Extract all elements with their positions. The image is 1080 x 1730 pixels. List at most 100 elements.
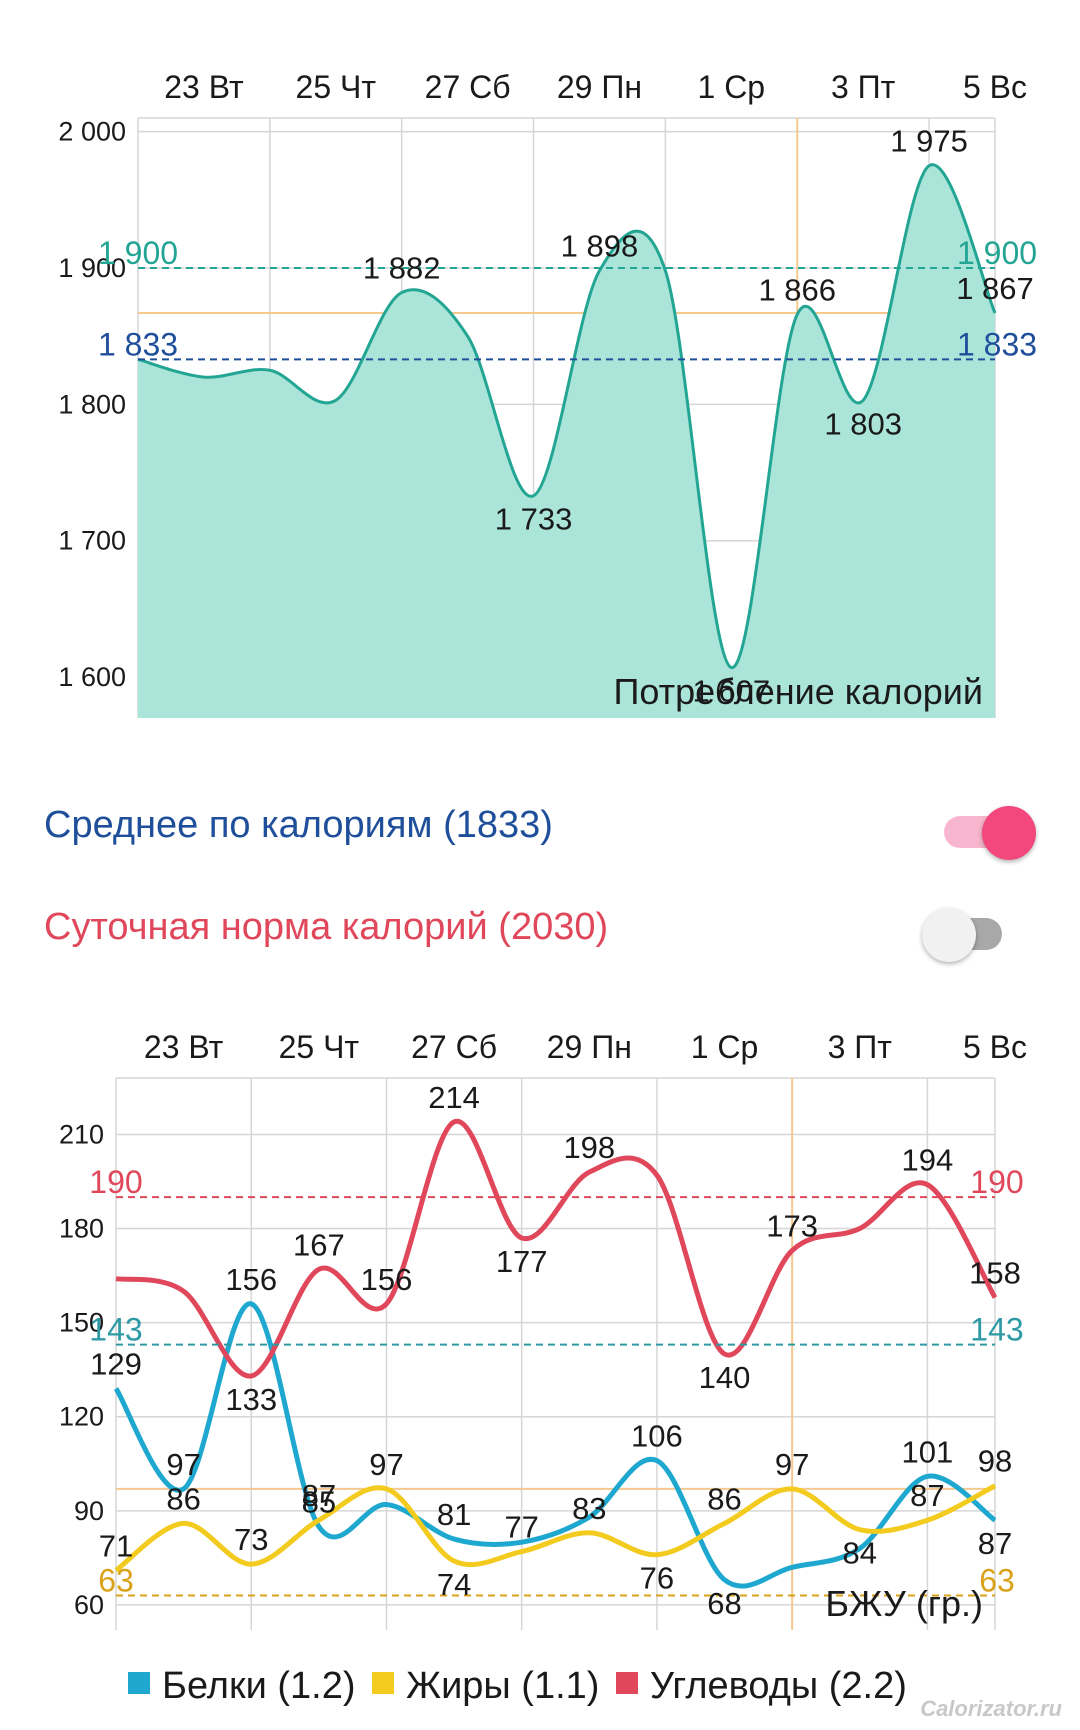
- daily-norm-toggle[interactable]: [916, 900, 1016, 962]
- legend-item-carbs: Углеводы (2.2): [615, 1665, 907, 1708]
- data-label: 158: [969, 1256, 1021, 1291]
- x-tick-label: 3 Пт: [828, 1029, 893, 1065]
- macros-chart: 23 Вт 25 Чт 27 Сб 29 Пн 1 Ср 3 Пт 5 Вс 60 90 120 1…: [59, 1029, 1027, 1630]
- series-line-0: [137, 163, 997, 670]
- reference-label-left: 1 900: [98, 235, 178, 271]
- reference-label-right: 1 833: [957, 326, 1037, 362]
- data-label: 214: [428, 1080, 480, 1115]
- y-tick-label: 1 800: [58, 389, 126, 419]
- reference-label-left: 1 833: [98, 326, 178, 362]
- y-tick-label: 1 700: [58, 526, 126, 556]
- data-label: 83: [572, 1491, 606, 1526]
- y-tick-label: 90: [74, 1496, 104, 1526]
- data-label: 156: [225, 1262, 277, 1297]
- y-tick-label: 60: [74, 1590, 104, 1620]
- x-tick-label: 27 Сб: [425, 69, 511, 105]
- average-calories-label: Среднее по калориям (1833): [44, 804, 553, 846]
- data-label: 1 803: [824, 406, 902, 441]
- chart-title: Потребление калорий: [613, 671, 983, 712]
- x-tick-label: 1 Ср: [691, 1029, 759, 1065]
- x-tick-label: 23 Вт: [164, 69, 244, 105]
- toggle-knob: [922, 908, 976, 962]
- reference-label-right: 143: [970, 1312, 1023, 1348]
- data-label: 167: [293, 1227, 345, 1262]
- x-tick-label: 1 Ср: [698, 69, 766, 105]
- data-label: 177: [496, 1244, 548, 1279]
- y-tick-label: 1 900: [58, 253, 126, 283]
- data-label: 173: [766, 1209, 818, 1244]
- series-line-2: [115, 1118, 998, 1379]
- legend-item-protein: Белки (1.2): [128, 1665, 356, 1708]
- legend-label: Углеводы (2.2): [649, 1665, 907, 1707]
- data-label: 198: [563, 1130, 615, 1165]
- y-tick-label: 1 600: [58, 662, 126, 692]
- data-label: 133: [225, 1382, 277, 1417]
- reference-label-right: 1 900: [957, 235, 1037, 271]
- data-label: 71: [99, 1528, 133, 1563]
- watermark: Calorizator.ru: [920, 1696, 1062, 1721]
- data-label: 74: [437, 1567, 471, 1602]
- legend-item-fat: Жиры (1.1): [371, 1665, 600, 1708]
- data-label: 1 867: [956, 271, 1034, 306]
- data-label: 97: [775, 1447, 809, 1482]
- setting-daily-norm[interactable]: Суточная норма калорий (2030): [0, 892, 1080, 972]
- y-tick-label: 150: [59, 1308, 104, 1338]
- reference-label-left: 190: [89, 1164, 142, 1200]
- data-label: 85: [302, 1485, 336, 1520]
- y-tick-label: 120: [59, 1402, 104, 1432]
- x-tick-label: 27 Сб: [411, 1029, 497, 1065]
- data-label: 87: [978, 1526, 1012, 1561]
- data-label: 156: [361, 1262, 413, 1297]
- y-tick-label: 2 000: [58, 117, 126, 147]
- data-label: 81: [437, 1497, 471, 1532]
- setting-average-calories[interactable]: Среднее по калориям (1833): [0, 790, 1080, 870]
- x-tick-label: 25 Чт: [279, 1029, 360, 1065]
- series-area: [138, 164, 995, 719]
- reference-label-left: 143: [89, 1312, 142, 1348]
- data-label: 97: [166, 1447, 200, 1482]
- calorie-chart: 23 Вт 25 Чт 27 Сб 29 Пн 1 Ср 3 Пт 5 Вс 1 600 1 7…: [58, 69, 1037, 719]
- legend-label: Белки (1.2): [162, 1665, 356, 1707]
- daily-norm-label: Суточная норма калорий (2030): [44, 906, 609, 948]
- data-label: 84: [843, 1536, 877, 1571]
- data-label: 1 898: [561, 229, 639, 264]
- average-calories-toggle[interactable]: [934, 798, 1036, 860]
- data-label: 106: [631, 1419, 683, 1454]
- series-line-1: [114, 1483, 997, 1573]
- reference-label-right: 63: [979, 1563, 1015, 1599]
- data-label: 77: [504, 1510, 538, 1545]
- series-line-0: [113, 1301, 997, 1589]
- data-label: 1 607: [693, 674, 771, 709]
- x-tick-label: 29 Пн: [557, 69, 642, 105]
- data-label: 140: [699, 1360, 751, 1395]
- macros-legend: Белки (1.2) Жиры (1.1) Углеводы (2.2): [128, 1665, 1068, 1721]
- legend-swatch: [128, 1672, 150, 1694]
- data-label: 68: [707, 1586, 741, 1621]
- data-label: 86: [166, 1481, 200, 1516]
- reference-label-right: 190: [970, 1164, 1023, 1200]
- toggle-knob: [982, 806, 1036, 860]
- data-label: 97: [369, 1447, 403, 1482]
- x-tick-label: 23 Вт: [144, 1029, 224, 1065]
- data-label: 101: [902, 1434, 954, 1469]
- x-tick-label: 5 Вс: [963, 1029, 1027, 1065]
- data-label: 86: [707, 1481, 741, 1516]
- data-label: 1 975: [890, 124, 968, 159]
- x-tick-label: 25 Чт: [296, 69, 377, 105]
- legend-swatch: [371, 1672, 394, 1694]
- legend-swatch: [615, 1672, 638, 1694]
- legend-label: Жиры (1.1): [405, 1665, 600, 1707]
- x-tick-label: 29 Пн: [547, 1029, 632, 1065]
- data-label: 129: [90, 1347, 142, 1382]
- chart-title: БЖУ (гр.): [825, 1583, 983, 1624]
- data-label: 73: [234, 1522, 268, 1557]
- data-label: 98: [978, 1444, 1012, 1479]
- data-label: 1 733: [495, 502, 573, 537]
- y-tick-label: 210: [59, 1119, 104, 1149]
- data-label: 194: [902, 1143, 954, 1178]
- data-label: 1 866: [758, 272, 836, 307]
- y-tick-label: 180: [59, 1214, 104, 1244]
- data-label: 1 882: [363, 251, 441, 286]
- x-tick-label: 5 Вс: [963, 69, 1027, 105]
- data-label: 87: [302, 1478, 336, 1513]
